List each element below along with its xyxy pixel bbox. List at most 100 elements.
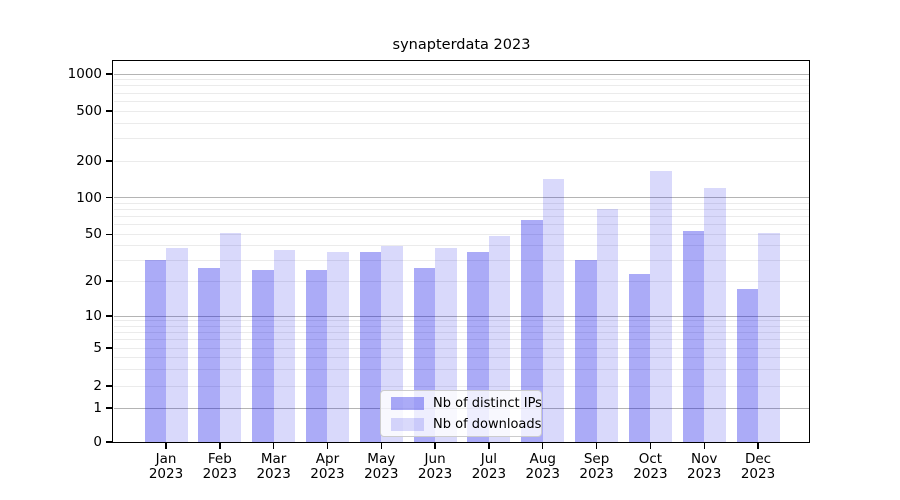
legend-label-distinct-ips: Nb of distinct IPs (433, 395, 542, 411)
x-tick-mark-jul (488, 443, 490, 449)
x-tick-mark-mar (272, 443, 275, 449)
x-tick-year-jul: 2023 (471, 466, 507, 482)
y-tick-mark-200 (106, 160, 112, 162)
x-tick-year-oct: 2023 (633, 466, 668, 482)
x-tick-label-jan: Jan 2023 (134, 452, 198, 482)
legend-row-distinct-ips: Nb of distinct IPs (391, 395, 542, 412)
y-tick-mark-20 (106, 280, 112, 282)
y-tick-label-10: 10 (84, 308, 102, 324)
y-tick-mark-0 (106, 441, 112, 443)
gridline-minor-60 (113, 224, 809, 226)
gridline-minor-600 (113, 100, 809, 102)
y-tick-mark-500 (106, 110, 112, 112)
x-tick-month-jul: Jul (480, 451, 498, 467)
y-tick-mark-1000 (106, 73, 112, 75)
bar-downloads-feb (219, 233, 242, 442)
x-tick-mark-oct (649, 443, 652, 449)
legend-label-downloads: Nb of downloads (433, 416, 542, 432)
x-tick-month-apr: Apr (315, 451, 340, 467)
y-tick-mark-50 (106, 233, 112, 235)
x-tick-year-jan: 2023 (148, 466, 184, 482)
gridline-minor-4 (113, 356, 809, 358)
x-tick-label-apr: Apr 2023 (295, 452, 359, 482)
bar-downloads-sep (596, 208, 619, 442)
x-tick-label-oct: Oct 2023 (618, 452, 682, 482)
y-tick-label-5: 5 (93, 340, 102, 356)
x-tick-year-dec: 2023 (740, 466, 776, 482)
bar-distinct-ips-apr (305, 269, 328, 442)
gridline-minor-400 (113, 122, 809, 124)
gridline-minor-40 (113, 245, 809, 247)
chart-title: synapterdata 2023 (392, 37, 531, 53)
x-tick-mark-apr (326, 443, 329, 449)
x-tick-mark-may (380, 443, 382, 449)
x-tick-mark-feb (219, 443, 221, 449)
x-tick-month-feb: Feb (207, 451, 232, 467)
bar-distinct-ips-jan (144, 260, 166, 442)
x-tick-month-aug: Aug (529, 451, 556, 467)
y-tick-label-1: 1 (93, 400, 102, 416)
bar-distinct-ips-oct (628, 273, 651, 442)
x-tick-mark-jun (434, 443, 436, 449)
x-tick-year-mar: 2023 (256, 466, 291, 482)
gridline-major-10 (113, 315, 809, 317)
gridline-minor-800 (113, 85, 809, 87)
y-tick-label-1000: 1000 (67, 66, 102, 82)
legend-row-downloads: Nb of downloads (391, 416, 541, 433)
gridline-minor-9 (113, 320, 809, 322)
x-tick-label-nov: Nov 2023 (672, 452, 736, 482)
gridline-minor-80 (113, 208, 809, 210)
bar-downloads-oct (650, 170, 672, 442)
x-tick-month-jan: Jan (155, 451, 177, 467)
bar-distinct-ips-may (359, 252, 382, 442)
x-tick-label-jun: Jun 2023 (403, 452, 467, 482)
x-tick-month-oct: Oct (638, 451, 663, 467)
x-tick-year-aug: 2023 (525, 466, 560, 482)
gridline-minor-50 (113, 233, 809, 235)
bar-distinct-ips-mar (252, 269, 274, 442)
legend: Nb of distinct IPs Nb of downloads (380, 390, 542, 437)
gridline-minor-70 (113, 216, 809, 218)
x-tick-label-may: May 2023 (349, 452, 413, 482)
bar-downloads-apr (327, 252, 349, 442)
bar-downloads-jan (166, 248, 188, 442)
gridline-minor-500 (113, 110, 809, 112)
gridline-major-1000 (113, 73, 809, 75)
y-tick-mark-10 (106, 315, 112, 317)
x-tick-year-apr: 2023 (310, 466, 345, 482)
y-tick-label-2: 2 (93, 378, 102, 394)
bar-downloads-nov (704, 188, 726, 442)
x-tick-month-mar: Mar (260, 451, 287, 467)
x-tick-month-dec: Dec (744, 451, 772, 467)
gridline-minor-200 (113, 160, 809, 162)
y-tick-label-500: 500 (76, 103, 102, 119)
x-tick-label-sep: Sep 2023 (565, 452, 629, 482)
y-tick-mark-5 (106, 347, 112, 349)
gridline-major-100 (113, 197, 809, 199)
x-tick-mark-sep (595, 443, 598, 449)
y-tick-label-200: 200 (76, 153, 102, 169)
bar-downloads-mar (273, 249, 296, 442)
bar-distinct-ips-aug (521, 220, 543, 442)
y-tick-label-100: 100 (76, 189, 102, 206)
x-tick-mark-aug (542, 443, 544, 449)
x-tick-year-feb: 2023 (202, 466, 237, 482)
y-tick-mark-2 (106, 385, 112, 387)
x-tick-month-may: May (367, 451, 396, 467)
x-tick-month-sep: Sep (583, 451, 610, 467)
x-tick-label-dec: Dec 2023 (726, 452, 790, 482)
gridline-minor-30 (113, 259, 809, 261)
x-tick-label-jul: Jul 2023 (457, 452, 521, 482)
y-tick-label-20: 20 (84, 273, 102, 289)
y-tick-mark-1 (106, 407, 112, 409)
gridline-minor-300 (113, 138, 809, 140)
gridline-minor-90 (113, 202, 809, 204)
legend-swatch-downloads (391, 417, 424, 431)
gridline-minor-3 (113, 368, 809, 370)
x-tick-year-may: 2023 (364, 466, 399, 482)
bar-distinct-ips-sep (575, 260, 597, 442)
gridline-minor-7 (113, 331, 809, 333)
y-tick-label-0: 0 (93, 434, 102, 450)
x-tick-mark-nov (703, 443, 705, 449)
